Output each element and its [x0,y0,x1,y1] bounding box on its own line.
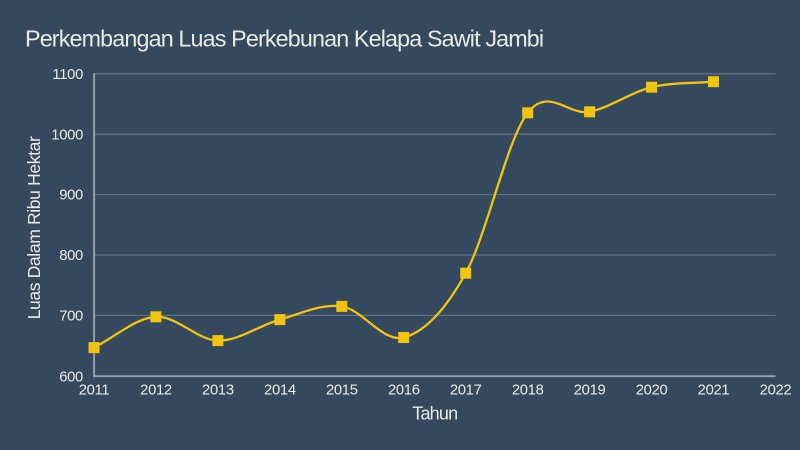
svg-text:2014: 2014 [264,382,296,398]
svg-text:2022: 2022 [760,382,792,398]
svg-text:2018: 2018 [512,382,544,398]
svg-text:600: 600 [59,369,83,385]
svg-text:Perkembangan Luas Perkebunan K: Perkembangan Luas Perkebunan Kelapa Sawi… [25,25,543,51]
svg-text:800: 800 [59,248,83,264]
svg-text:2013: 2013 [202,382,234,398]
svg-text:2011: 2011 [79,382,110,398]
svg-text:2015: 2015 [326,382,358,398]
svg-text:2020: 2020 [636,382,668,398]
svg-text:1000: 1000 [51,127,83,143]
svg-text:700: 700 [59,309,83,325]
svg-text:Tahun: Tahun [412,404,457,424]
svg-text:Luas Dalam Ribu Hektar: Luas Dalam Ribu Hektar [24,136,44,319]
svg-text:2017: 2017 [450,382,482,398]
svg-text:1100: 1100 [52,67,83,83]
svg-text:2021: 2021 [698,382,730,398]
svg-text:2019: 2019 [574,382,606,398]
svg-text:2016: 2016 [388,382,420,398]
svg-text:2012: 2012 [140,382,172,398]
svg-text:900: 900 [59,188,83,204]
